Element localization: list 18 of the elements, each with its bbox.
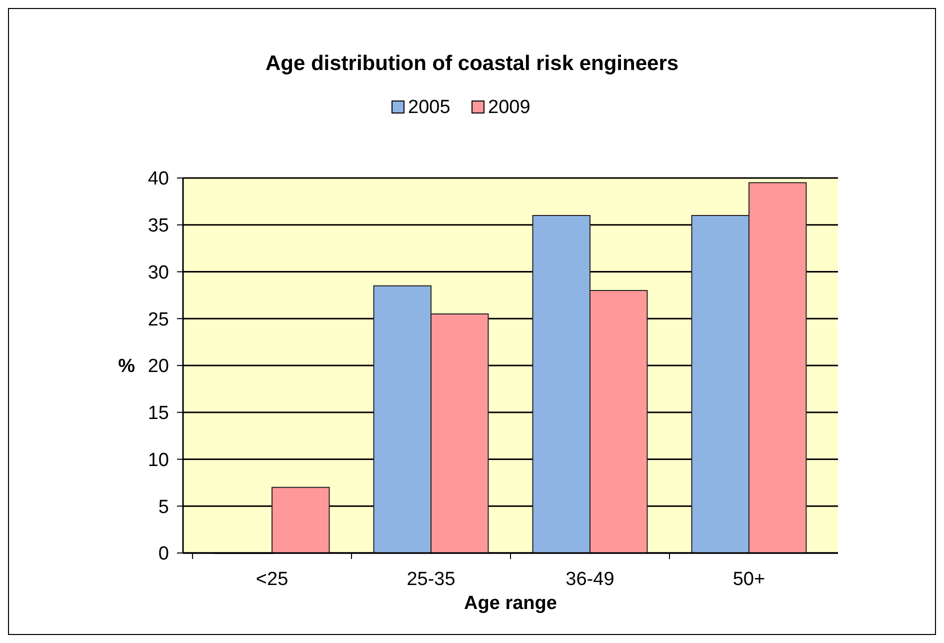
- x-tick-label: 50+: [732, 569, 766, 590]
- legend-label: 2009: [488, 97, 530, 118]
- x-tick-label: <25: [256, 569, 288, 590]
- chart-title: Age distribution of coastal risk engineers: [265, 52, 679, 75]
- y-tick-label: 25: [148, 309, 169, 330]
- y-tick-label: 30: [148, 262, 169, 284]
- y-tick-label: 35: [148, 216, 169, 237]
- y-tick-label: 20: [148, 356, 169, 378]
- y-tick-label: 40: [148, 168, 169, 190]
- y-tick-label: 5: [158, 496, 169, 518]
- y-tick-label: 15: [148, 403, 169, 424]
- y-tick-label: 0: [158, 544, 169, 565]
- y-axis-title: %: [118, 356, 136, 378]
- y-tick-label: 10: [148, 450, 169, 471]
- x-axis-title: Age range: [464, 593, 557, 614]
- x-tick-label: 36-49: [566, 569, 614, 590]
- x-tick-label: 25-35: [406, 569, 456, 590]
- legend-label: 2005: [408, 97, 450, 118]
